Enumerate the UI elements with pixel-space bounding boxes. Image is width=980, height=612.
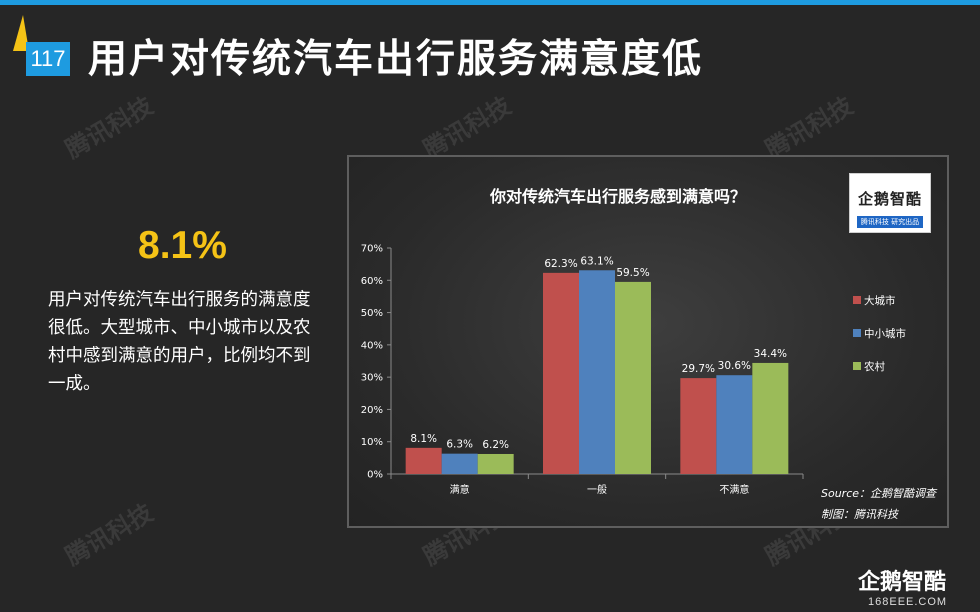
legend-label: 大城市 [864,294,896,307]
chart-panel: 你对传统汽车出行服务感到满意吗？ 企鹅智酷 腾讯科技 研究出品 0% 10% 20%… [347,155,949,528]
bar [615,281,651,474]
data-label: 30.6% [718,360,751,372]
y-tick-label: 30% [361,373,383,384]
penguin-logo: 企鹅智酷 腾讯科技 研究出品 [849,173,931,233]
accent-triangle [13,15,29,51]
legend-label: 中小城市 [864,327,906,340]
x-tick-label: 一般 [587,483,607,496]
data-label: 34.4% [754,348,787,360]
chart-maker: 制图：腾讯科技 [821,508,898,521]
data-label: 6.2% [482,439,509,451]
legend-swatch [853,329,861,337]
watermark: 腾讯科技 [60,91,158,164]
bar [441,453,478,474]
y-tick-label: 0% [367,470,383,481]
bar [752,362,789,474]
x-tick-label: 满意 [450,483,470,496]
data-label: 29.7% [682,363,715,375]
bar [405,447,442,474]
footer-brand-logo: 企鹅智酷 [858,570,947,595]
bar-chart: 0% 10% 20% 30% 40% 50% 60% 70% 8.1% 6.3% 6.2% 满意 62.… [361,244,906,497]
logo-name: 企鹅智酷 [857,190,922,208]
page-title: 用户对传统汽车出行服务满意度低 [88,37,704,82]
watermark: 腾讯科技 [760,91,858,164]
data-label: 63.1% [580,255,613,267]
legend-swatch [853,362,861,370]
y-tick-label: 20% [361,405,383,416]
x-tick-label: 不满意 [719,483,749,496]
bar [579,270,615,474]
logo-subtitle: 腾讯科技 研究出品 [856,216,924,228]
watermark: 腾讯科技 [418,91,516,164]
highlight-stat: 8.1% [138,224,227,267]
legend-label: 农村 [864,360,885,373]
legend-swatch [853,296,861,304]
data-label: 8.1% [410,433,437,445]
top-accent-rule [0,0,980,5]
y-tick-label: 40% [361,340,383,351]
watermark: 腾讯科技 [60,498,158,571]
description-text: 用户对传统汽车出行服务的满意度很低。大型城市、中小城市以及农村中感到满意的用户，… [48,290,311,394]
bar [716,375,753,474]
data-label: 59.5% [616,267,649,279]
bar [680,378,717,474]
data-label: 62.3% [544,258,577,270]
chart-source: Source：企鹅智酷调查 [821,487,937,500]
y-tick-label: 10% [361,437,383,448]
page-number-badge: 117 [26,42,70,76]
y-tick-label: 70% [361,244,383,255]
bar [477,453,514,474]
footer-url: 168EEE.COM [868,596,948,608]
y-tick-label: 60% [361,276,383,287]
chart-title: 你对传统汽车出行服务感到满意吗？ [489,187,746,206]
bar [543,272,579,474]
y-tick-label: 50% [361,308,383,319]
data-label: 6.3% [446,439,473,451]
